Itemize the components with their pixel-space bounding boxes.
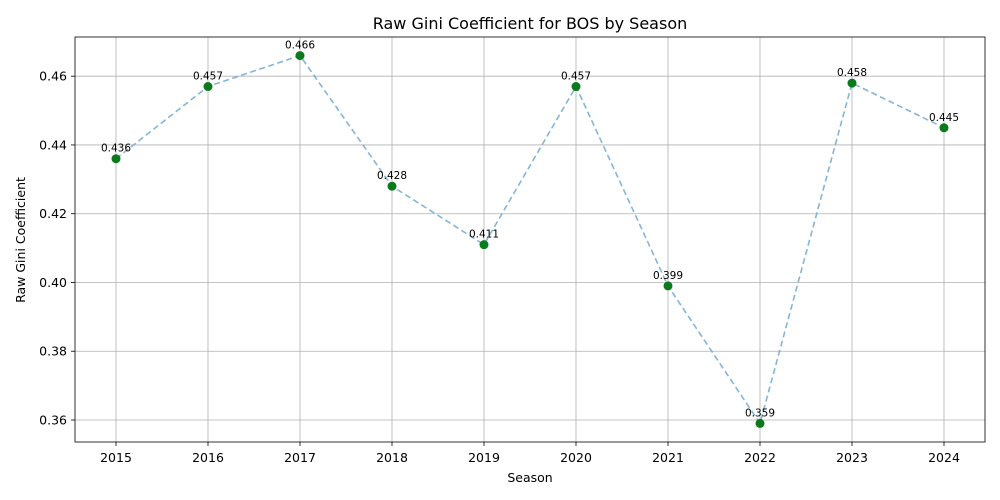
x-tick-label: 2020 [560, 450, 592, 465]
y-tick-label: 0.42 [39, 206, 67, 221]
y-tick-label: 0.40 [39, 275, 67, 290]
data-label: 0.428 [377, 170, 407, 182]
chart-title: Raw Gini Coefficient for BOS by Season [373, 14, 688, 33]
data-label: 0.458 [837, 67, 867, 79]
y-tick-label: 0.46 [39, 69, 67, 84]
x-tick-label: 2015 [100, 450, 132, 465]
x-tick-label: 2016 [192, 450, 224, 465]
y-tick-label: 0.44 [39, 137, 67, 152]
series-line [115, 54, 945, 426]
x-tick-label: 2017 [284, 450, 316, 465]
x-tick-label: 2018 [376, 450, 408, 465]
data-point [939, 123, 949, 133]
gridlines [75, 37, 985, 442]
data-label: 0.359 [745, 407, 775, 419]
y-axis-ticks: 0.36 0.38 0.40 0.42 0.44 0.46 [39, 69, 75, 427]
data-point [203, 82, 213, 92]
x-tick-label: 2023 [836, 450, 868, 465]
data-point [479, 240, 489, 250]
data-label: 0.445 [929, 112, 959, 124]
data-point [111, 154, 121, 164]
data-label: 0.399 [653, 270, 683, 282]
x-tick-label: 2022 [744, 450, 776, 465]
data-label: 0.411 [469, 229, 499, 241]
data-point [571, 82, 581, 92]
data-points [111, 51, 949, 428]
data-point [847, 78, 857, 88]
data-point [387, 181, 397, 191]
y-tick-label: 0.36 [39, 412, 67, 427]
data-label: 0.457 [561, 71, 591, 83]
data-point [755, 418, 765, 428]
x-tick-label: 2021 [652, 450, 684, 465]
data-point [663, 281, 673, 291]
data-label: 0.457 [193, 71, 223, 83]
x-tick-label: 2019 [468, 450, 500, 465]
plot-frame [74, 36, 986, 443]
y-axis-label: Raw Gini Coefficient [13, 177, 28, 303]
data-label: 0.436 [101, 143, 131, 155]
data-labels: 0.436 0.457 0.466 0.428 0.411 0.457 0.399 0.359… [101, 40, 959, 420]
x-axis-ticks: 2015 2016 2017 2018 2019 2020 2021 2022 2023 2024 [100, 442, 960, 465]
x-axis-label: Season [507, 470, 552, 485]
data-point [295, 51, 305, 61]
x-tick-label: 2024 [928, 450, 960, 465]
data-label: 0.466 [285, 40, 315, 52]
y-tick-label: 0.38 [39, 344, 67, 359]
